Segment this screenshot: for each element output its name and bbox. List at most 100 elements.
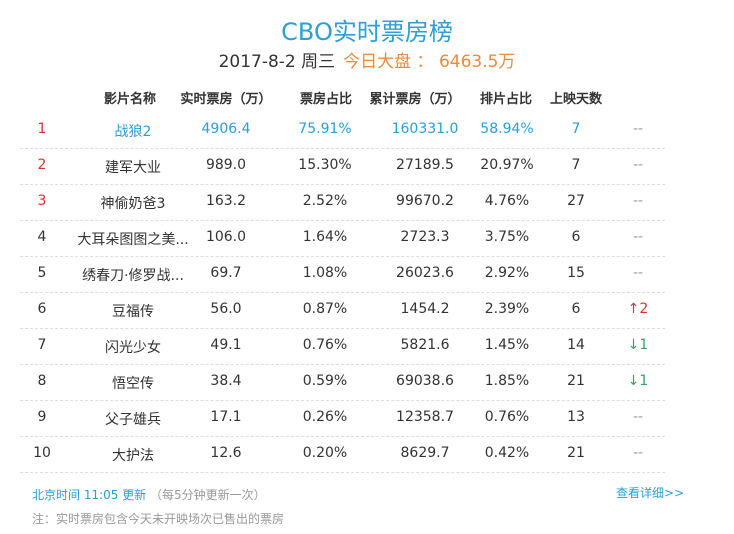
cell: 69.7	[210, 265, 242, 281]
cell: 106.0	[205, 229, 247, 245]
row-separator	[20, 148, 665, 149]
cell: 20.97%	[480, 157, 534, 173]
movie-name: 建军大业	[105, 160, 161, 176]
cell: 21	[567, 373, 585, 389]
trend: --	[632, 121, 644, 137]
row-separator	[20, 364, 665, 365]
cell: 2.92%	[484, 265, 530, 281]
column-header: 实时票房（万）	[180, 92, 272, 107]
rank: 3	[37, 193, 47, 209]
row-separator	[20, 472, 665, 473]
cell: 56.0	[210, 301, 242, 317]
cell: 0.20%	[302, 445, 348, 461]
column-header: 影片名称	[103, 92, 157, 107]
cell: 0.26%	[302, 409, 348, 425]
cell: 3.75%	[484, 229, 530, 245]
rank: 5	[37, 265, 47, 281]
cell: 38.4	[210, 373, 242, 389]
trend: --	[632, 157, 644, 173]
total: 今日大盘 ： 6463.5万	[343, 52, 516, 72]
cell: 1.64%	[302, 229, 348, 245]
trend: --	[632, 265, 644, 281]
cell: 6	[571, 229, 581, 245]
trend: --	[632, 445, 644, 461]
cell: 2.39%	[484, 301, 530, 317]
cell: 1454.2	[400, 301, 450, 317]
cell: 7	[571, 121, 581, 137]
cell: 49.1	[210, 337, 242, 353]
rank: 4	[37, 229, 47, 245]
cell: 15	[567, 265, 585, 281]
row-separator	[20, 436, 665, 437]
movie-name: 豆福传	[112, 304, 154, 320]
cell: 58.94%	[480, 121, 534, 137]
cell: 0.87%	[302, 301, 348, 317]
cell: 163.2	[205, 193, 247, 209]
cell: 0.59%	[302, 373, 348, 389]
cell: 8629.7	[400, 445, 450, 461]
row-separator	[20, 292, 665, 293]
movie-name: 大护法	[112, 448, 154, 464]
column-header: 票房占比	[299, 92, 353, 107]
trend: --	[632, 229, 644, 245]
update-note: （每5分钟更新一次）	[150, 488, 266, 502]
rank: 7	[37, 337, 47, 353]
column-header: 排片占比	[479, 92, 533, 107]
cell: 13	[567, 409, 585, 425]
cell: 4.76%	[484, 193, 530, 209]
cell: 2723.3	[400, 229, 450, 245]
rank: 6	[37, 301, 47, 317]
cell: 0.42%	[484, 445, 530, 461]
trend: ↑2	[627, 301, 649, 317]
movie-name: 神偷奶爸3	[100, 196, 166, 212]
cell: 2.52%	[302, 193, 348, 209]
cell: 21	[567, 445, 585, 461]
movie-name: 绣春刀·修罗战...	[82, 268, 184, 284]
cell: 5821.6	[400, 337, 450, 353]
cell: 15.30%	[298, 157, 352, 173]
title: CBO实时票房榜	[281, 18, 453, 46]
rank: 8	[37, 373, 47, 389]
row-separator	[20, 184, 665, 185]
cell: 12.6	[210, 445, 242, 461]
update-time: 北京时间 11:05 更新	[32, 488, 147, 502]
cell: 69038.6	[396, 373, 454, 389]
update-line: 北京时间 11:05 更新 （每5分钟更新一次）	[32, 486, 266, 503]
rank: 1	[37, 121, 47, 137]
cell: 989.0	[205, 157, 247, 173]
cell: 1.08%	[302, 265, 348, 281]
cell: 14	[567, 337, 585, 353]
rank: 9	[37, 409, 47, 425]
cell: 7	[571, 157, 581, 173]
trend: ↓1	[627, 373, 649, 389]
cell: 160331.0	[391, 121, 459, 137]
details-link[interactable]: 查看详细>>	[616, 486, 685, 500]
cell: 1.45%	[484, 337, 530, 353]
rank: 10	[33, 445, 51, 461]
cell: 12358.7	[396, 409, 454, 425]
cell: 1.85%	[484, 373, 530, 389]
row-separator	[20, 256, 665, 257]
cell: 75.91%	[298, 121, 352, 137]
trend: --	[632, 409, 644, 425]
movie-name: 闪光少女	[105, 340, 161, 356]
cell: 4906.4	[201, 121, 251, 137]
trend: ↓1	[627, 337, 649, 353]
cell: 99670.2	[396, 193, 454, 209]
movie-name: 大耳朵图图之美...	[77, 232, 189, 248]
cell: 17.1	[210, 409, 242, 425]
footnote: 注：实时票房包含今天未开映场次已售出的票房	[32, 512, 285, 526]
cell: 0.76%	[484, 409, 530, 425]
rank: 2	[37, 157, 47, 173]
cell: 26023.6	[396, 265, 454, 281]
cell: 0.76%	[302, 337, 348, 353]
movie-name: 悟空传	[112, 376, 154, 392]
subtitle: 2017-8-2 周三 今日大盘 ： 6463.5万	[219, 47, 516, 72]
row-separator	[20, 400, 665, 401]
row-separator	[20, 328, 665, 329]
row-separator	[20, 220, 665, 221]
movie-name: 战狼2	[114, 124, 152, 140]
movie-name: 父子雄兵	[105, 412, 161, 428]
cell: 27189.5	[396, 157, 454, 173]
